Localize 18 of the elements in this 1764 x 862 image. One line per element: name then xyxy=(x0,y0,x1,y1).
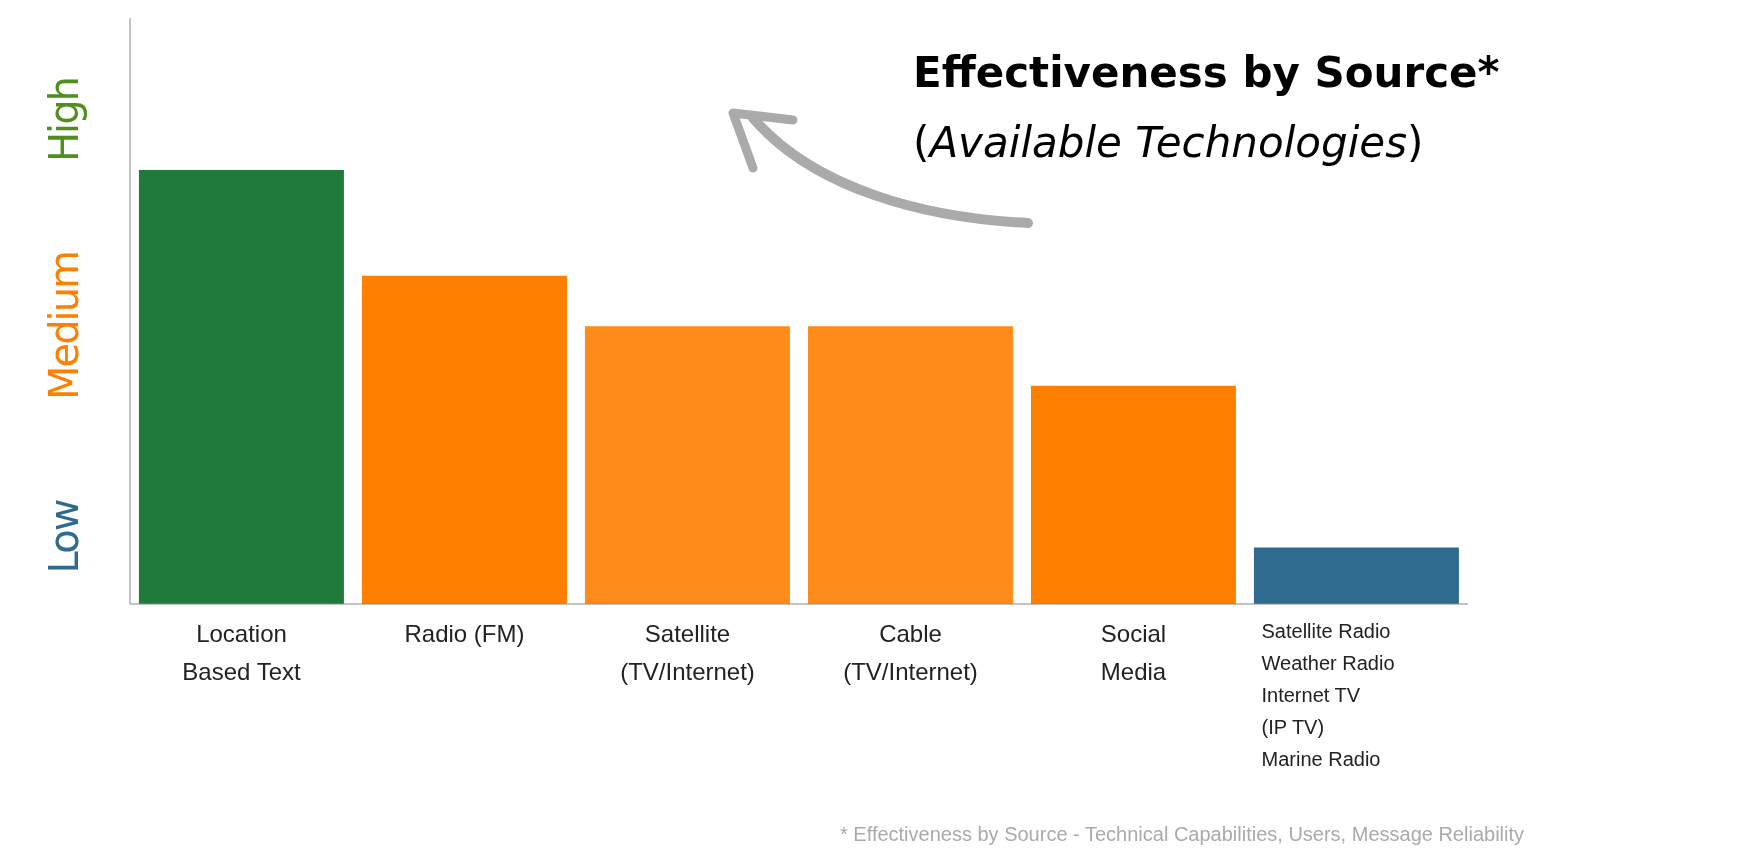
bar xyxy=(584,326,790,604)
bar xyxy=(807,326,1013,604)
text: Low xyxy=(41,500,87,574)
x-tick-label: Radio (FM) xyxy=(404,619,525,647)
x-tick-label: Cable (TV/Internet) xyxy=(843,619,978,685)
bar xyxy=(361,275,567,604)
bar xyxy=(138,169,344,604)
text: Medium xyxy=(41,252,87,400)
bar xyxy=(1030,385,1236,604)
x-tick-label: Social Media xyxy=(1100,619,1167,685)
text: High xyxy=(41,78,87,162)
text: * Effectiveness by Source - Technical Capabilities, Users, Message Reliability xyxy=(840,823,1525,846)
x-tick-label: Satellite Radio Weather Radio Internet TV (IP TV) Marine Radio xyxy=(1261,620,1395,770)
chart-title: Effectiveness by Source* xyxy=(913,48,1500,97)
x-tick-label: Location Based Text xyxy=(182,619,301,685)
bar xyxy=(1253,547,1459,604)
chart-subtitle: (Available Technologies) xyxy=(913,118,1424,167)
x-tick-label: Satellite (TV/Internet) xyxy=(620,619,755,685)
